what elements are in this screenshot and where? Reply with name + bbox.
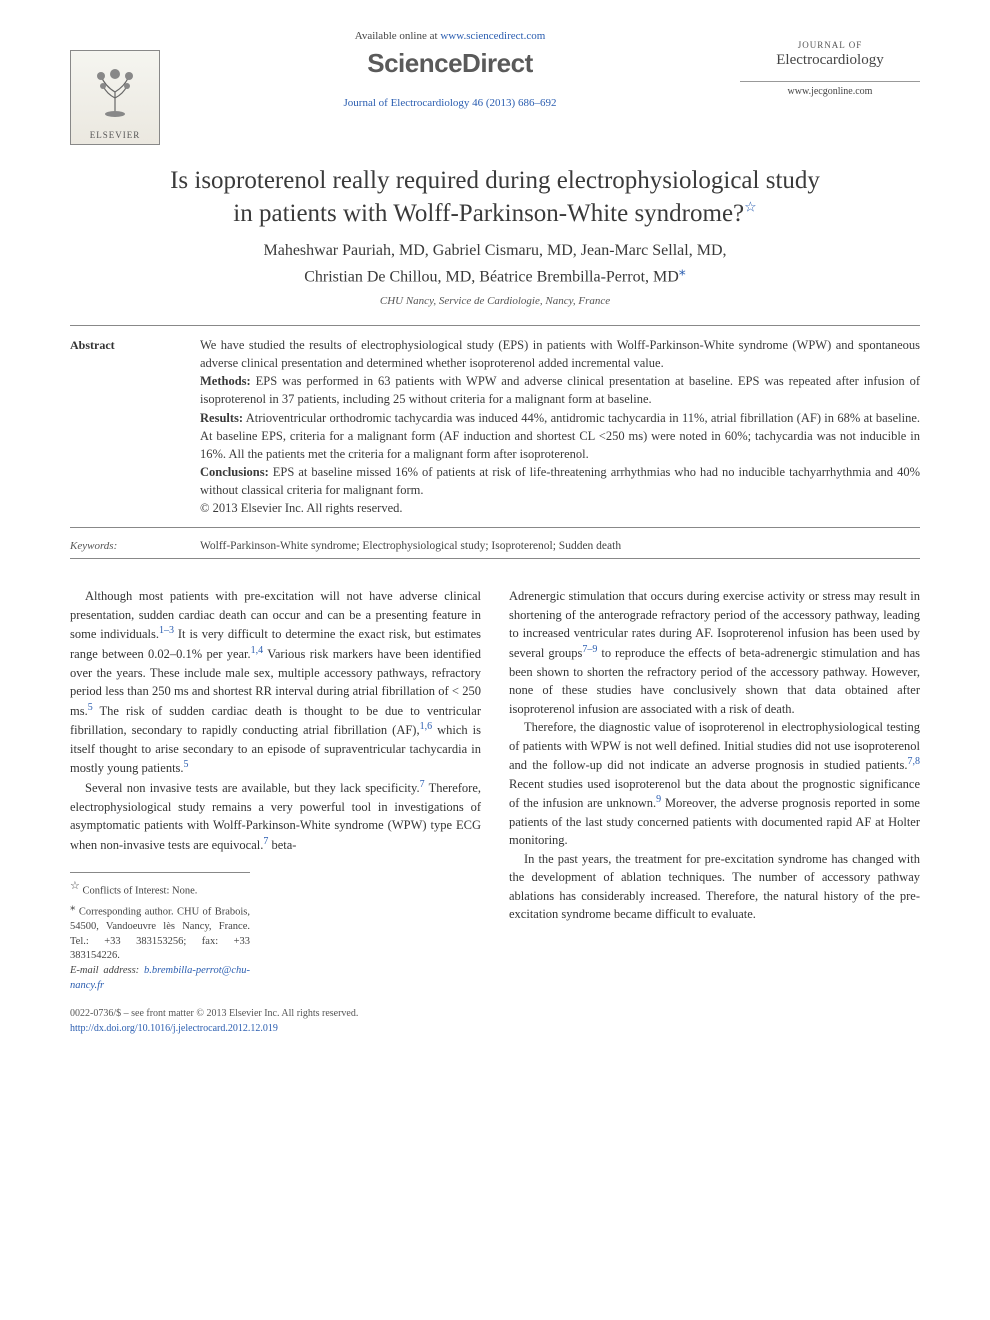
footnote-corresponding: ⁎ Corresponding author. CHU of Brabois, … [70,900,250,964]
available-online-text: Available online at www.sciencedirect.co… [170,30,730,42]
corresponding-mark[interactable]: ⁎ [679,264,686,279]
title-line-1: Is isoproterenol really required during … [170,167,820,194]
abstract-label: Abstract [70,336,200,517]
methods-label: Methods: [200,374,251,388]
authors: Maheshwar Pauriah, MD, Gabriel Cismaru, … [70,240,920,289]
results-label: Results: [200,411,243,425]
cite-7-9[interactable]: 7–9 [582,644,597,655]
cite-1-4[interactable]: 1,4 [251,645,264,656]
footnote-email: E-mail address: b.brembilla-perrot@chu-n… [70,964,250,993]
col1-para2: Several non invasive tests are available… [70,778,481,854]
star-icon: ☆ [70,880,80,892]
footnote-conflict: ☆ Conflicts of Interest: None. [70,879,250,899]
journal-reference[interactable]: Journal of Electrocardiology 46 (2013) 6… [170,97,730,109]
t: Therefore, the diagnostic value of isopr… [509,720,920,772]
affiliation: CHU Nancy, Service de Cardiologie, Nancy… [70,295,920,307]
t: beta- [268,838,296,852]
elsevier-tree-icon [85,64,145,124]
journal-title-box: JOURNAL OF Electrocardiology www.jecgonl… [740,40,920,97]
conclusions-text: EPS at baseline missed 16% of patients a… [200,465,920,497]
col2-para1: Adrenergic stimulation that occurs durin… [509,587,920,718]
keywords-text: Wolff-Parkinson-White syndrome; Electrop… [200,540,920,552]
keywords-row: Keywords: Wolff-Parkinson-White syndrome… [70,534,920,559]
doi-link[interactable]: http://dx.doi.org/10.1016/j.jelectrocard… [70,1022,481,1037]
title-footnote-star[interactable]: ☆ [744,200,757,215]
conclusions-label: Conclusions: [200,465,269,479]
fn-corr-text: Corresponding author. CHU of Brabois, 54… [70,906,250,961]
journal-name-small: JOURNAL OF [740,40,920,50]
col2-para2: Therefore, the diagnostic value of isopr… [509,718,920,850]
footnotes: ☆ Conflicts of Interest: None. ⁎ Corresp… [70,872,250,993]
cite-1-3[interactable]: 1–3 [159,625,174,636]
journal-name-script: Electrocardiology [740,52,920,69]
keywords-label: Keywords: [70,540,200,552]
column-left: Although most patients with pre-excitati… [70,587,481,1037]
cite-7-8[interactable]: 7,8 [908,756,921,767]
available-prefix: Available online at [355,30,441,42]
column-right: Adrenergic stimulation that occurs durin… [509,587,920,1037]
divider [740,81,920,82]
abstract-copyright: © 2013 Elsevier Inc. All rights reserved… [200,501,403,515]
cite-1-6[interactable]: 1,6 [420,721,433,732]
email-label: E-mail address: [70,965,144,976]
results-text: Atrioventricular orthodromic tachycardia… [200,411,920,461]
t: Several non invasive tests are available… [85,781,420,795]
issn-line: 0022-0736/$ – see front matter © 2013 El… [70,1007,481,1022]
fn-conflict-text: Conflicts of Interest: None. [80,886,198,897]
body-columns: Although most patients with pre-excitati… [70,587,920,1037]
sciencedirect-link[interactable]: www.sciencedirect.com [440,30,545,42]
cite-5b[interactable]: 5 [184,759,189,770]
col1-para1: Although most patients with pre-excitati… [70,587,481,778]
abstract-block: Abstract We have studied the results of … [70,325,920,528]
journal-url[interactable]: www.jecgonline.com [740,86,920,97]
methods-text: EPS was performed in 63 patients with WP… [200,374,920,406]
article-title: Is isoproterenol really required during … [70,165,920,230]
title-line-2: in patients with Wolff-Parkinson-White s… [233,200,744,227]
authors-line-2: Christian De Chillou, MD, Béatrice Bremb… [304,269,679,286]
col2-para3: In the past years, the treatment for pre… [509,850,920,924]
authors-line-1: Maheshwar Pauriah, MD, Gabriel Cismaru, … [263,242,726,259]
center-header: Available online at www.sciencedirect.co… [160,30,740,109]
sciencedirect-logo: ScienceDirect [170,48,730,79]
elsevier-logo: ELSEVIER [70,50,160,145]
footer-copyright: 0022-0736/$ – see front matter © 2013 El… [70,1007,481,1037]
page-header: ELSEVIER Available online at www.science… [70,30,920,145]
elsevier-label: ELSEVIER [90,130,141,140]
abstract-text: We have studied the results of electroph… [200,336,920,517]
abstract-intro: We have studied the results of electroph… [200,338,920,370]
